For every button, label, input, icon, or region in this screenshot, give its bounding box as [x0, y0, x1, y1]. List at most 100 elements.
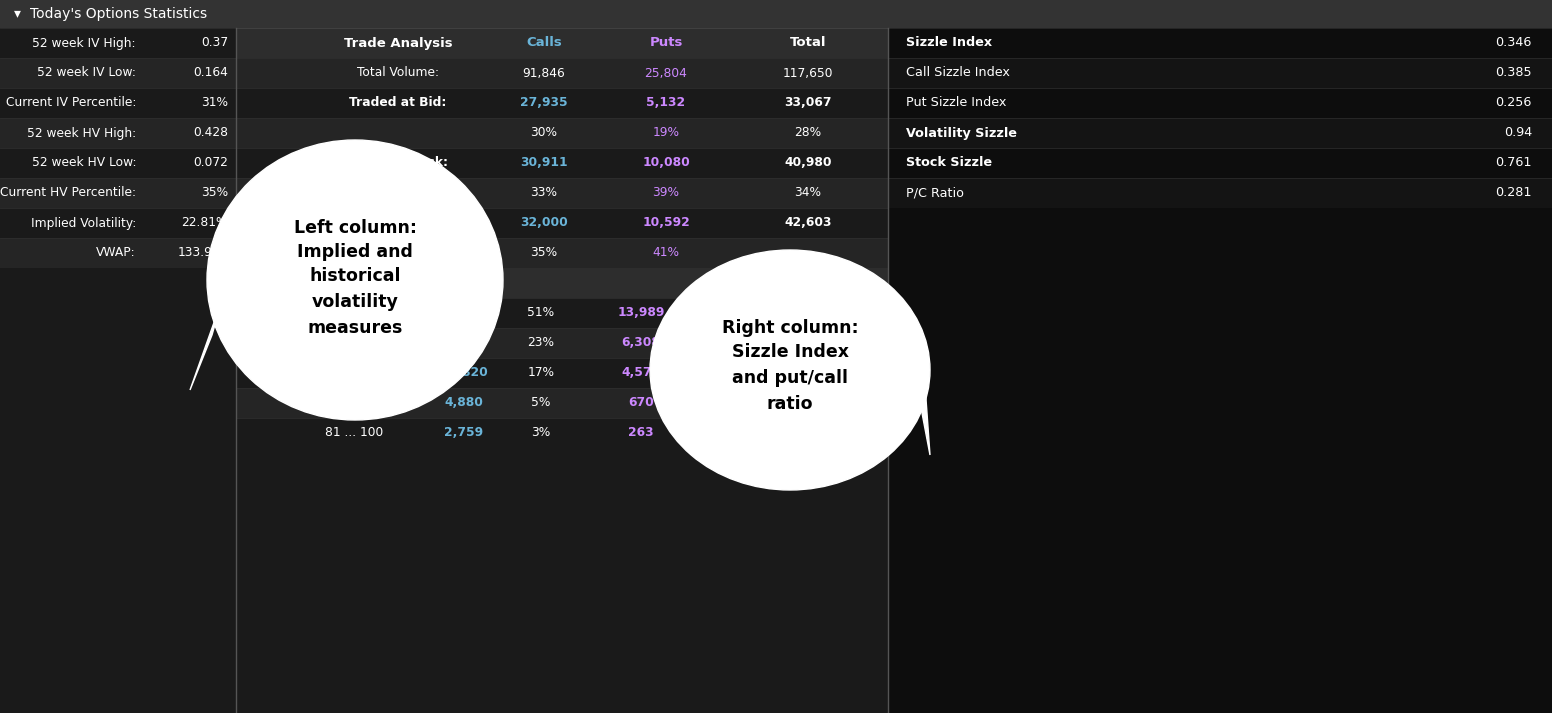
Text: Traded at Bid:: Traded at Bid: [349, 96, 447, 110]
Text: 51%: 51% [700, 307, 728, 319]
Text: 2,759: 2,759 [444, 426, 484, 439]
FancyBboxPatch shape [0, 88, 236, 118]
Text: Call Sizzle Index: Call Sizzle Index [906, 66, 1010, 80]
FancyBboxPatch shape [236, 28, 888, 58]
FancyBboxPatch shape [0, 118, 236, 148]
Text: and put/call: and put/call [733, 369, 847, 387]
Text: 52 week IV High:: 52 week IV High: [33, 36, 137, 49]
Text: 81 ... 100: 81 ... 100 [324, 426, 383, 439]
Text: Traded at Ask:: Traded at Ask: [348, 156, 449, 170]
Text: 25,804: 25,804 [644, 66, 688, 80]
Text: P/C Ratio: P/C Ratio [906, 187, 964, 200]
Text: 6,308: 6,308 [621, 337, 661, 349]
FancyBboxPatch shape [236, 118, 888, 148]
Text: historical: historical [309, 267, 400, 285]
Text: 10,592: 10,592 [643, 217, 691, 230]
Text: 31%: 31% [202, 96, 228, 110]
Text: 19%: 19% [652, 126, 680, 140]
Text: ratio: ratio [767, 395, 813, 413]
Text: 40,980: 40,980 [784, 156, 832, 170]
FancyBboxPatch shape [236, 148, 888, 178]
Text: 35%: 35% [200, 187, 228, 200]
FancyBboxPatch shape [888, 28, 1552, 713]
FancyBboxPatch shape [0, 58, 236, 88]
Text: Delta: Delta [380, 277, 416, 289]
FancyBboxPatch shape [888, 28, 1552, 58]
Text: Calls: Calls [526, 36, 562, 49]
FancyBboxPatch shape [236, 328, 888, 358]
FancyBboxPatch shape [236, 388, 888, 418]
Text: 10,080: 10,080 [643, 156, 691, 170]
Text: 41 ... 60: 41 ... 60 [329, 366, 379, 379]
FancyBboxPatch shape [236, 298, 888, 328]
Text: 17%: 17% [700, 366, 728, 379]
FancyBboxPatch shape [0, 208, 236, 238]
Text: 61 ... 80: 61 ... 80 [329, 396, 379, 409]
Text: volatility: volatility [312, 293, 399, 311]
FancyBboxPatch shape [0, 0, 1552, 28]
Text: 3%: 3% [531, 426, 551, 439]
Text: 0.761: 0.761 [1496, 156, 1532, 170]
Text: 33,067: 33,067 [784, 96, 832, 110]
Text: 15,820: 15,820 [441, 366, 487, 379]
Text: Current HV Percentile:: Current HV Percentile: [0, 187, 137, 200]
Text: 0 ... 20: 0 ... 20 [332, 307, 376, 319]
Text: 17%: 17% [528, 366, 554, 379]
Text: Put Sizzle Index: Put Sizzle Index [906, 96, 1006, 110]
FancyBboxPatch shape [236, 208, 888, 238]
Text: 4%: 4% [787, 396, 809, 409]
Text: Sizzle Index: Sizzle Index [906, 36, 992, 49]
Text: 32,000: 32,000 [520, 217, 568, 230]
FancyBboxPatch shape [236, 88, 888, 118]
FancyBboxPatch shape [888, 118, 1552, 148]
Text: 21 ... 40: 21 ... 40 [329, 337, 379, 349]
Text: 117,650: 117,650 [782, 66, 833, 80]
Text: Right column:: Right column: [722, 319, 858, 337]
FancyBboxPatch shape [236, 178, 888, 208]
Text: 0.37: 0.37 [200, 36, 228, 49]
Text: 1%: 1% [705, 426, 723, 439]
Text: 42,603: 42,603 [784, 217, 832, 230]
Text: 2%: 2% [705, 396, 723, 409]
Text: Implied and: Implied and [296, 243, 413, 261]
Text: Trade Analysis: Trade Analysis [343, 36, 452, 49]
Text: Left column:: Left column: [293, 219, 416, 237]
FancyBboxPatch shape [236, 268, 888, 298]
Text: Current IV Percentile:: Current IV Percentile: [6, 96, 137, 110]
Text: 4,574: 4,574 [621, 366, 661, 379]
Text: 30%: 30% [531, 126, 557, 140]
FancyBboxPatch shape [0, 178, 236, 208]
Text: ▾: ▾ [14, 7, 25, 21]
FancyBboxPatch shape [0, 238, 236, 268]
Text: 5,132: 5,132 [647, 96, 686, 110]
Text: Puts: Puts [649, 36, 683, 49]
Text: measures: measures [307, 319, 402, 337]
Text: 263: 263 [629, 426, 653, 439]
Text: 13,989: 13,989 [618, 307, 664, 319]
Text: 27,935: 27,935 [520, 96, 568, 110]
Text: 22.81%: 22.81% [182, 217, 228, 230]
FancyBboxPatch shape [236, 358, 888, 388]
FancyBboxPatch shape [888, 88, 1552, 118]
Text: 0.94: 0.94 [1504, 126, 1532, 140]
Text: 0.281: 0.281 [1496, 187, 1532, 200]
Text: Total Volume:: Total Volume: [357, 66, 439, 80]
Text: 35%: 35% [531, 247, 557, 260]
Ellipse shape [650, 250, 930, 490]
Text: 4,880: 4,880 [444, 396, 483, 409]
FancyBboxPatch shape [236, 418, 888, 448]
Text: 47,134: 47,134 [441, 307, 487, 319]
Text: Sizzle Index: Sizzle Index [731, 343, 849, 361]
Text: 52 week HV High:: 52 week HV High: [26, 126, 137, 140]
Text: Today's Options Statistics: Today's Options Statistics [29, 7, 206, 21]
Text: 33%: 33% [531, 187, 557, 200]
Text: 23%: 23% [528, 337, 554, 349]
Text: 30,911: 30,911 [520, 156, 568, 170]
Text: 0.256: 0.256 [1496, 96, 1532, 110]
Text: 0.428: 0.428 [192, 126, 228, 140]
Text: 39%: 39% [652, 187, 680, 200]
FancyBboxPatch shape [888, 58, 1552, 88]
Text: 0.346: 0.346 [1496, 36, 1532, 49]
Text: 3,022: 3,022 [779, 426, 818, 439]
Text: 5%: 5% [531, 396, 551, 409]
